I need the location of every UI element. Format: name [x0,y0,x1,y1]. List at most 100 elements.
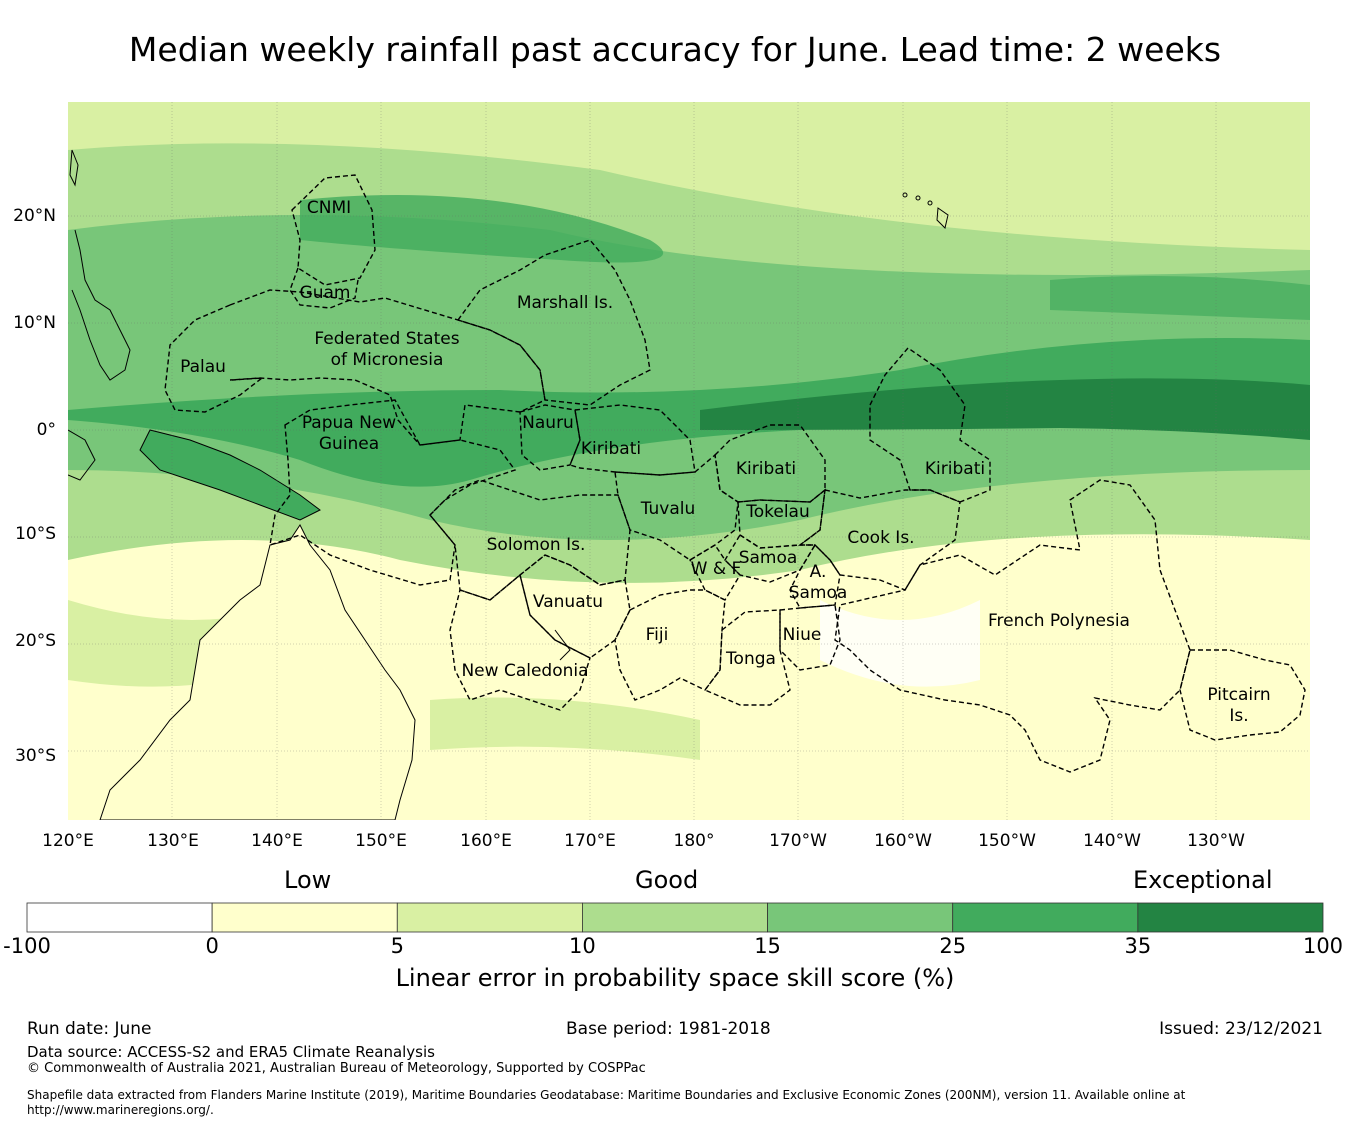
australia-landmass [99,524,416,820]
region-label-newcal: New Caledonia [461,661,588,681]
lon-tick-label: 150°W [978,831,1036,851]
region-label-niue: Niue [783,625,822,645]
shapefile-credit-line1: Shapefile data extracted from Flanders M… [27,1088,1186,1102]
skill-band-south-low [820,600,980,687]
colorbar-bin-2 [396,902,583,933]
lon-tick-label: 120°E [42,831,94,851]
region-label-palau: Palau [180,357,226,377]
eez-kiribati-w [569,404,696,476]
region-label-cook: Cook Is. [847,528,914,548]
colorbar-bin-3 [582,902,768,933]
lon-tick-label: 140°W [1083,831,1141,851]
base-period: Base period: 1981-2018 [566,1019,771,1039]
skill-band-tasman [430,697,700,760]
colorbar-tick-label: 15 [754,934,781,958]
eez-newcal [449,573,591,711]
eez-tonga [703,609,791,706]
region-label-vanuatu: Vanuatu [533,592,603,612]
lat-tick-label: 20°S [15,631,56,651]
data-source: Data source: ACCESS-S2 and ERA5 Climate … [27,1043,435,1061]
colorbar-tick-label: -100 [3,934,51,958]
region-label-solomon: Solomon Is. [487,535,586,555]
eez-marshall [456,239,651,406]
graticule-lines [68,102,1310,820]
skill-band-hawaii [1050,276,1310,320]
eez-solomon [429,479,631,601]
colorbar-bin-4 [767,902,954,933]
skill-band-strong [68,338,1310,487]
colorbar-heading-good: Good [635,866,699,894]
lat-tick-label: 10°N [13,313,56,333]
eez-palau [164,304,265,413]
lon-tick-label: 150°E [355,831,407,851]
region-label-fsm: Federated States of Micronesia [314,329,459,370]
eez-wf [689,544,741,601]
shapefile-credit-line2: http://www.marineregions.org/. [27,1103,214,1117]
region-label-pitcairn: Pitcairn Is. [1207,685,1270,726]
lat-tick-label: 20°N [13,206,56,226]
region-label-wf: W & F [691,559,742,579]
colorbar-label: Linear error in probability space skill … [395,964,955,992]
eez-pitcairn [1179,649,1306,741]
colorbar-bin-5 [952,902,1139,933]
region-label-kiribati_e: Kiribati [925,459,985,479]
colorbar [26,902,1324,933]
region-label-marshall: Marshall Is. [517,293,613,313]
colorbar-bin-0 [26,902,213,933]
lon-tick-label: 130°E [147,831,199,851]
colorbar-heading-low: Low [284,866,332,894]
colorbar-bin-1 [211,902,398,933]
issued-date: Issued: 23/12/2021 [1159,1019,1323,1039]
colorbar-tick-label: 5 [390,934,404,958]
colorbar-tick-label: 10 [569,934,596,958]
borneo-landmass [68,429,96,481]
region-label-cnmi: CNMI [307,198,351,218]
run-date: Run date: June [27,1019,152,1039]
nz-hint [554,629,571,661]
lat-tick-label: 30°S [15,746,56,766]
colorbar-tick-label: 100 [1302,934,1344,958]
lon-tick-label: 160°E [460,831,512,851]
region-label-kiribati_c: Kiribati [736,459,796,479]
colorbar-tick-label: 35 [1124,934,1152,958]
region-label-tonga: Tonga [725,649,776,669]
eez-vanuatu [519,554,631,659]
philippines-landmass [71,229,131,381]
lon-tick-label: 170°W [769,831,827,851]
eez-asamoa [789,543,841,609]
skill-band-north [68,102,1310,271]
colorbar-bin-6 [1137,902,1324,933]
colorbar-tick-label: 25 [939,934,967,958]
lon-tick-label: 130°W [1187,831,1245,851]
region-label-png: Papua New Guinea [302,413,396,454]
region-label-tuvalu: Tuvalu [640,499,696,519]
region-label-kiribati_w: Kiribati [581,439,641,459]
region-label-guam: Guam [300,283,351,303]
chart-title: Median weekly rainfall past accuracy for… [128,30,1222,69]
region-label-fp: French Polynesia [988,611,1130,631]
region-label-tokelau: Tokelau [745,502,810,522]
eez-cnmi [291,174,376,286]
colorbar-heading-exceptional: Exceptional [1133,866,1273,894]
region-label-nauru: Nauru [522,413,574,433]
colorbar-tick-label: 0 [205,934,219,958]
region-label-fiji: Fiji [646,625,669,645]
lon-tick-label: 180° [673,831,715,851]
lat-tick-label: 10°S [15,524,56,544]
lon-tick-label: 140°E [251,831,303,851]
taiwan-landmass [69,149,79,187]
eez-kiribati-e [869,347,991,503]
skill-band-exceptional [700,378,1310,440]
lon-tick-label: 170°E [564,831,616,851]
copyright: © Commonwealth of Australia 2021, Austra… [27,1061,646,1076]
lat-tick-label: 0° [36,420,56,440]
eez-png [269,399,517,586]
eez-niue [779,604,841,671]
new-guinea-landmass [139,429,321,521]
lon-tick-label: 160°W [874,831,932,851]
eez-fp [834,479,1191,773]
region-label-samoa: Samoa [739,548,798,568]
eez-guam [289,267,359,309]
region-label-asamoa: A. Samoa [789,562,848,603]
